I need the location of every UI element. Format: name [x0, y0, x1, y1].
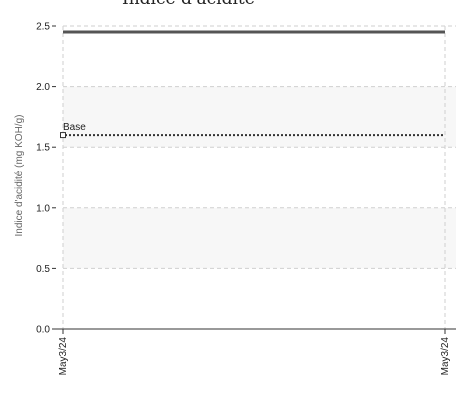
y-tick-label: 1.0: [36, 203, 50, 214]
y-tick-label: 1.5: [36, 143, 50, 154]
shaded-band: [63, 86, 456, 148]
shaded-band: [63, 207, 456, 269]
y-tick-label: 0.5: [36, 264, 50, 275]
x-tick-label: May3/24: [58, 337, 69, 376]
y-tick-label: 0.0: [36, 325, 50, 336]
y-tick-label: 2.5: [36, 22, 50, 33]
x-tick-label: May3/24: [440, 337, 451, 376]
base-label: Base: [63, 122, 86, 133]
y-axis-title: Indice d'acidité (mg KOH/g): [14, 115, 25, 237]
chart-title: Indice d'acidité: [122, 0, 255, 9]
base-marker: [60, 132, 66, 139]
y-tick-label: 2.0: [36, 82, 50, 93]
